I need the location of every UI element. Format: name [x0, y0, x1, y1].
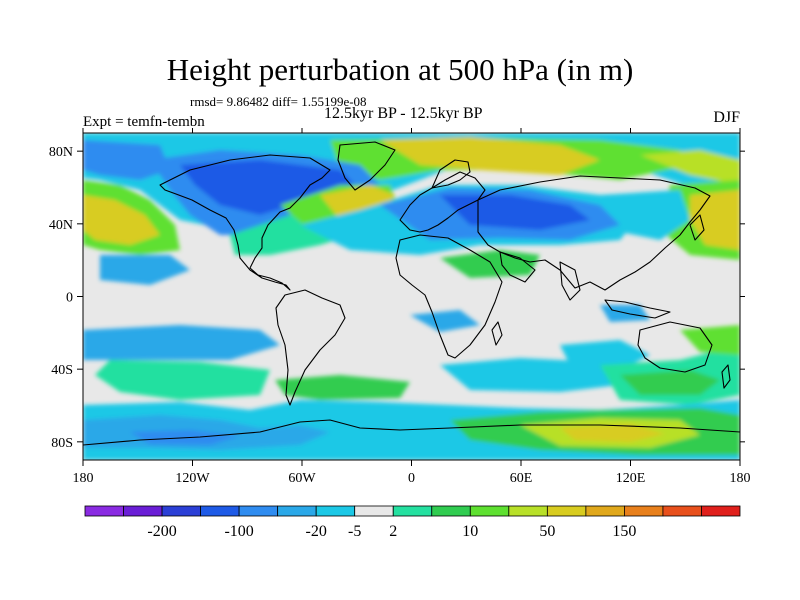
contour-trop-lightblue: [410, 310, 480, 332]
x-tick-label: 120W: [175, 471, 210, 486]
contour-s-pac-cyan: [83, 325, 280, 360]
colorbar: -200 -100 -20 -5 2 10 50 150: [84, 505, 741, 540]
colorbar-swatch: [200, 505, 240, 517]
contour-npac-blue: [83, 140, 170, 180]
contour-s-pac-green: [95, 360, 270, 400]
colorbar-label: -200: [147, 523, 176, 540]
colorbar-swatch: [315, 505, 356, 517]
x-tick-label: 60W: [288, 471, 316, 486]
y-tick-label: 80N: [49, 145, 73, 160]
colorbar-swatch: [84, 505, 124, 517]
colorbar-swatch: [469, 505, 510, 517]
x-tick-label: 180: [730, 471, 751, 486]
contour-s-ind-green2: [620, 370, 720, 395]
x-tick-label: 0: [408, 471, 415, 486]
coast-africa: [395, 234, 503, 359]
y-tick-label: 40N: [49, 218, 73, 233]
contour-npac-yellow: [83, 195, 160, 245]
coast-greenland: [337, 141, 396, 191]
coastlines: [83, 141, 740, 446]
contour-siberia-yellow: [640, 150, 740, 185]
colorbar-swatch: [161, 505, 201, 517]
coast-arabia: [499, 251, 536, 283]
colorbar-label: 150: [612, 523, 636, 540]
colorbar-swatch: [392, 505, 433, 517]
colorbar-swatch: [277, 505, 317, 517]
x-tick-label: 180: [73, 471, 94, 486]
coast-north-america: [159, 154, 331, 291]
experiment-label: Expt = temfn-tembn: [83, 114, 205, 130]
coast-antarctica: [83, 419, 740, 446]
colorbar-swatch: [354, 505, 394, 517]
coast-japan: [689, 214, 705, 241]
contour-s-pac-green-2: [275, 375, 410, 400]
colorbar-swatch: [508, 505, 548, 517]
contour-wpac-yellow: [690, 190, 740, 250]
contour-ant-yellow: [560, 424, 665, 442]
colorbar-label: -5: [348, 523, 361, 540]
colorbar-swatch: [546, 505, 587, 517]
stats-text: rmsd= 9.86482 diff= 1.55199e-08: [190, 94, 367, 109]
y-tick-label: 80S: [51, 436, 73, 451]
colorbar-label: 10: [462, 523, 478, 540]
period-label: 12.5kyr BP - 12.5kyr BP: [324, 105, 483, 122]
colorbar-swatch: [238, 505, 279, 517]
y-tick-label: 40S: [51, 363, 73, 378]
y-tick-label: 0: [66, 291, 73, 306]
colorbar-label: -20: [306, 523, 327, 540]
colorbar-label: 2: [389, 523, 397, 540]
colorbar-label: -100: [224, 523, 253, 540]
coast-australia: [637, 321, 713, 373]
contour-s-ind-cyan: [440, 358, 620, 392]
coast-madagascar: [491, 321, 503, 346]
colorbar-label: 50: [539, 523, 555, 540]
contour-arctic-yellow: [380, 137, 600, 175]
map-panel: [83, 133, 740, 460]
contour-na-blue-inner: [180, 160, 360, 215]
colorbar-swatch: [662, 505, 702, 517]
x-axis: 180 120W 60W 0 60E 120E 180: [73, 128, 751, 486]
coast-india: [559, 261, 581, 301]
season-label: DJF: [713, 109, 740, 126]
x-tick-label: 60E: [510, 471, 533, 486]
y-axis: 80N 40N 0 40S 80S: [49, 145, 745, 451]
contour-trop-lightblue-2: [600, 305, 650, 322]
colorbar-swatch: [585, 505, 625, 517]
contour-sw-pac-green: [680, 325, 740, 355]
contour-fields: [83, 133, 740, 460]
colorbar-swatch: [431, 505, 471, 517]
coast-sea-islands: [604, 299, 671, 319]
contour-npac-lightblue: [100, 255, 190, 285]
colorbar-swatch: [624, 505, 664, 517]
plot-title: Height perturbation at 500 hPa (in m): [166, 52, 634, 87]
colorbar-swatch: [123, 505, 163, 517]
colorbar-swatch: [701, 505, 741, 517]
coast-scandinavia: [431, 159, 471, 189]
coast-south-america: [275, 289, 346, 406]
coast-new-zealand: [721, 364, 731, 389]
x-tick-label: 120E: [616, 471, 646, 486]
